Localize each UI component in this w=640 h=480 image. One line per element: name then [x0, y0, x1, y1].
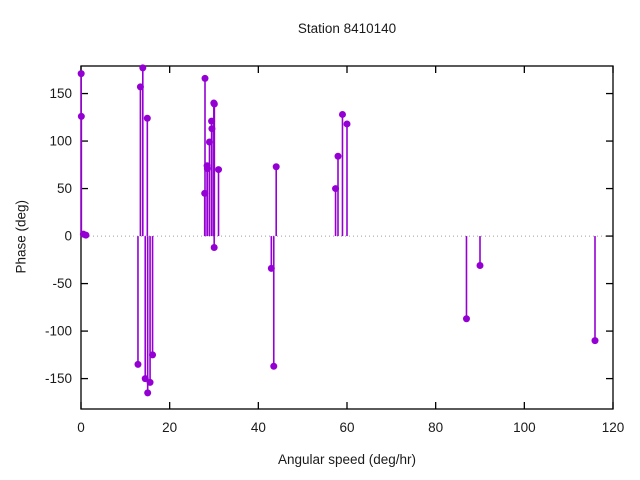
data-point: [334, 152, 342, 160]
data-point: [210, 100, 218, 108]
plot-border: [80, 65, 614, 410]
y-tick-label: 150: [49, 86, 72, 101]
y-tick-label: -100: [45, 324, 72, 339]
y-tick-label: -50: [52, 276, 72, 291]
data-point: [139, 64, 147, 72]
data-point: [77, 70, 85, 78]
chart-title: Station 8410140: [297, 21, 397, 36]
x-tick-label: 80: [428, 420, 443, 435]
x-tick-label: 100: [513, 420, 536, 435]
data-point: [591, 337, 599, 345]
x-axis-label: Angular speed (deg/hr): [277, 452, 417, 467]
data-point: [270, 362, 278, 370]
x-tick-label: 60: [339, 420, 354, 435]
x-tick-label: 0: [77, 420, 85, 435]
data-point: [82, 231, 90, 239]
y-tick-label: 0: [64, 229, 72, 244]
data-point: [343, 120, 351, 128]
data-point: [476, 262, 484, 270]
x-tick-label: 40: [251, 420, 266, 435]
data-point: [146, 378, 154, 386]
data-point: [215, 166, 223, 174]
data-point: [77, 112, 85, 120]
data-point: [272, 163, 280, 171]
y-tick-label: 50: [57, 181, 72, 196]
y-tick-label: -150: [45, 371, 72, 386]
x-tick-label: 20: [162, 420, 177, 435]
data-point: [210, 243, 218, 251]
data-point: [134, 360, 142, 368]
data-point: [338, 110, 346, 118]
data-point: [201, 74, 209, 82]
data-point: [143, 114, 151, 122]
data-point: [144, 389, 152, 397]
y-tick-label: 100: [49, 134, 72, 149]
data-point: [462, 315, 470, 323]
x-tick-label: 120: [602, 420, 625, 435]
data-point: [149, 351, 157, 359]
